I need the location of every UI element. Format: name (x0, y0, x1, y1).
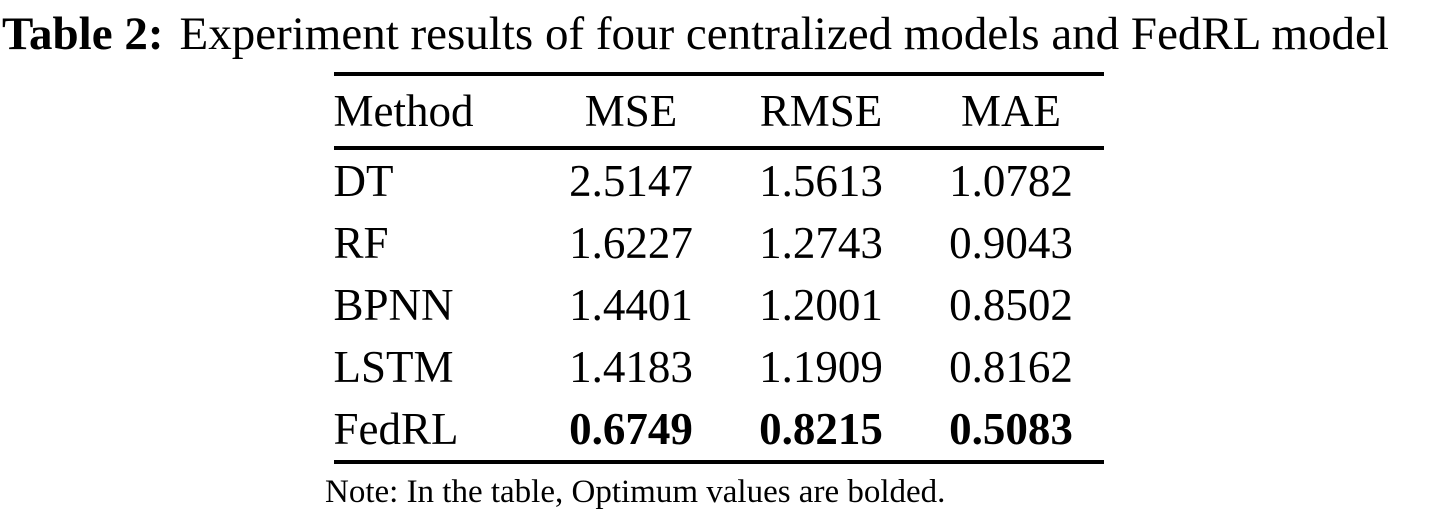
results-table: Method MSE RMSE MAE DT 2.5147 1.5613 1.0… (333, 72, 1104, 464)
cell-rmse: 1.2001 (759, 280, 883, 330)
table-row-rf: RF 1.6227 1.2743 0.9043 (334, 212, 1104, 274)
cell-method: BPNN (333, 280, 454, 330)
table-note: Note: In the table, Optimum values are b… (325, 474, 946, 510)
cell-rmse: 1.2743 (759, 218, 883, 268)
cell-mae: 0.8502 (949, 280, 1073, 330)
cell-mse: 1.4401 (569, 280, 693, 330)
table-caption-text: Experiment results of four centralized m… (179, 8, 1389, 60)
column-header-mae: MAE (961, 86, 1061, 136)
cell-mae: 0.9043 (949, 218, 1073, 268)
cell-rmse: 1.5613 (759, 156, 883, 206)
table-header-row: Method MSE RMSE MAE (333, 74, 1104, 148)
table-row-fedrl: FedRL 0.6749 0.8215 0.5083 (334, 398, 1104, 462)
table-row-lstm: LSTM 1.4183 1.1909 0.8162 (334, 336, 1104, 398)
cell-rmse: 1.1909 (759, 342, 883, 392)
cell-method: RF (333, 218, 389, 268)
cell-mae: 1.0782 (949, 156, 1073, 206)
cell-mse: 2.5147 (569, 156, 693, 206)
table-row-dt: DT 2.5147 1.5613 1.0782 (334, 148, 1104, 212)
cell-method: DT (333, 156, 394, 206)
column-header-rmse: RMSE (759, 86, 883, 136)
results-table-head: Method MSE RMSE MAE (333, 74, 1104, 148)
table-caption: Table 2: Experiment results of four centr… (0, 0, 1437, 60)
results-table-body: DT 2.5147 1.5613 1.0782 RF 1.6227 1.2743… (334, 148, 1104, 462)
column-header-mse: MSE (584, 86, 678, 136)
column-header-method: Method (333, 86, 474, 136)
table-row-bpnn: BPNN 1.4401 1.2001 0.8502 (334, 274, 1104, 336)
cell-mse-optimum: 0.6749 (569, 404, 693, 454)
cell-mse: 1.6227 (569, 218, 693, 268)
cell-mse: 1.4183 (569, 342, 693, 392)
cell-mae-optimum: 0.5083 (949, 404, 1073, 454)
cell-mae: 0.8162 (949, 342, 1073, 392)
cell-method: LSTM (333, 342, 454, 392)
cell-rmse-optimum: 0.8215 (759, 404, 883, 454)
table-caption-label: Table 2: (2, 8, 164, 60)
cell-method: FedRL (333, 404, 459, 454)
